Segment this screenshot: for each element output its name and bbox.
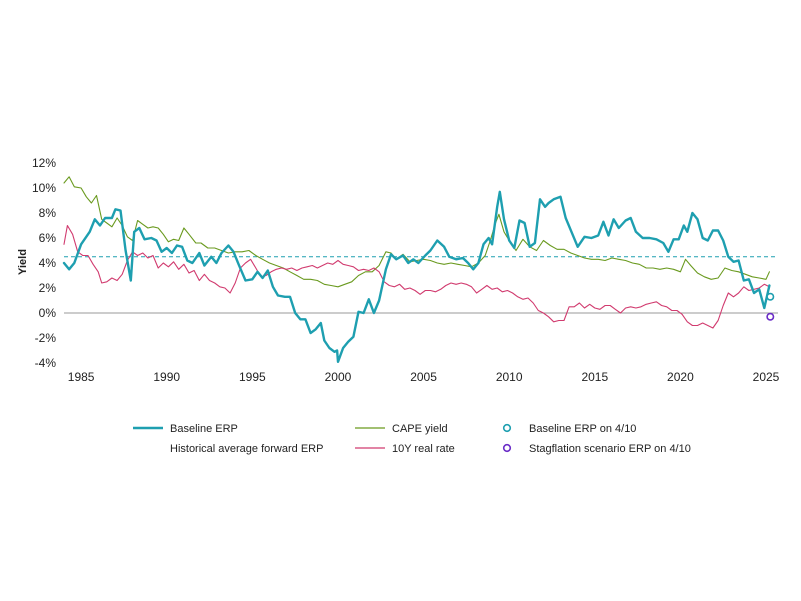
x-tick-label: 2025 <box>753 370 780 384</box>
series-group <box>62 176 771 363</box>
reference-lines <box>64 256 778 314</box>
x-tick-label: 2015 <box>581 370 608 384</box>
y-tick-label: 0% <box>39 306 57 320</box>
legend-label: Baseline ERP <box>170 423 238 435</box>
y-tick-label: -2% <box>35 331 57 345</box>
y-tick-label: -4% <box>35 356 57 370</box>
x-tick-label: 2010 <box>496 370 523 384</box>
x-axis: 1985 1990 1995 2000 2005 2010 2015 2020 2025 <box>68 370 780 384</box>
legend-label: Baseline ERP on 4/10 <box>529 423 636 435</box>
stagflation-scenario-erp-on-4-10-marker <box>766 312 775 321</box>
legend-swatch <box>502 423 512 433</box>
legend-label: CAPE yield <box>392 423 448 435</box>
legend-swatch <box>502 443 512 453</box>
10y-real-rate-line <box>63 224 770 329</box>
legend: Baseline ERP CAPE yield Baseline ERP on 4/… <box>133 423 691 455</box>
y-tick-label: 6% <box>39 231 57 245</box>
x-tick-label: 1985 <box>68 370 95 384</box>
baseline-erp-line <box>62 190 771 363</box>
x-tick-label: 2020 <box>667 370 694 384</box>
markers-group <box>766 292 775 321</box>
y-tick-label: 12% <box>32 156 56 170</box>
y-axis: -4% -2% 0% 2% 4% 6% 8% 10% 12% <box>32 156 56 370</box>
cape-yield-line <box>63 176 770 288</box>
legend-label: 10Y real rate <box>392 443 455 455</box>
baseline-erp-on-4-10-marker <box>766 292 775 301</box>
y-tick-label: 10% <box>32 181 56 195</box>
x-tick-label: 2005 <box>410 370 437 384</box>
legend-label: Historical average forward ERP <box>170 443 323 455</box>
y-axis-label: Yield <box>17 249 29 275</box>
y-tick-label: 2% <box>39 281 57 295</box>
x-tick-label: 2000 <box>325 370 352 384</box>
legend-label: Stagflation scenario ERP on 4/10 <box>529 443 691 455</box>
x-tick-label: 1990 <box>153 370 180 384</box>
x-tick-label: 1995 <box>239 370 266 384</box>
y-tick-label: 8% <box>39 206 57 220</box>
y-tick-label: 4% <box>39 256 57 270</box>
